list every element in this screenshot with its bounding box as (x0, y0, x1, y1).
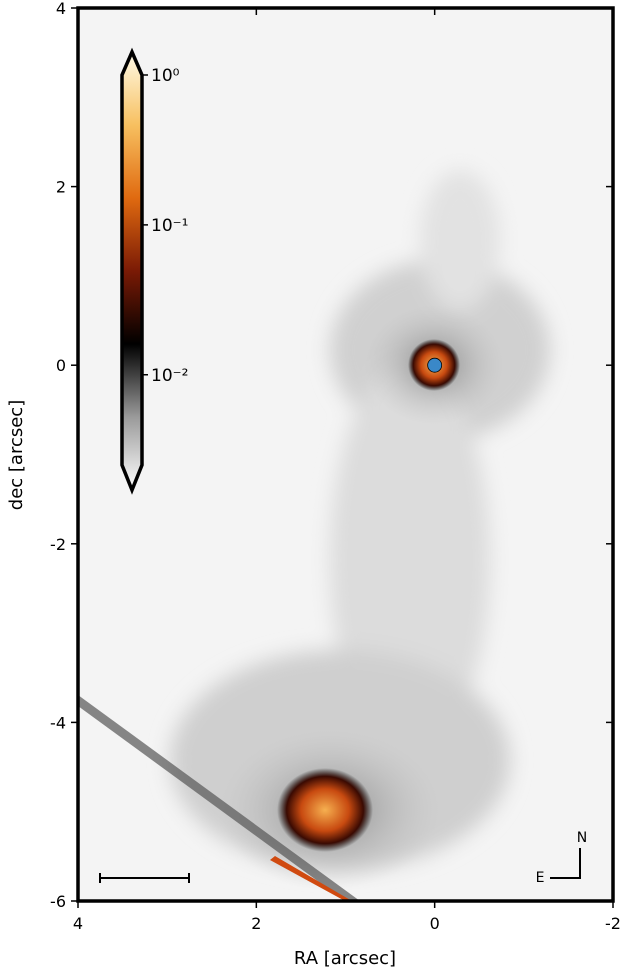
y-tick-label: -6 (50, 892, 66, 911)
y-tick-label: 0 (56, 356, 66, 375)
colorbar-tick-label: 10⁻² (151, 366, 188, 386)
compass-north: N (577, 830, 587, 846)
x-tick-label: 2 (251, 914, 261, 933)
x-axis-label: RA [arcsec] (294, 948, 396, 969)
y-tick-label: -4 (50, 713, 66, 732)
y-tick-label: 4 (56, 0, 66, 18)
image (78, 8, 613, 901)
colorbar (120, 47, 144, 495)
colorbar-tick-label: 10⁰ (151, 66, 180, 86)
compass-arrows (550, 848, 581, 879)
axes: 4 2 0 -2 -6 -4 -2 0 2 4 (50, 0, 621, 933)
y-axis-label: dec [arcsec] (6, 400, 27, 510)
compass-east: E (536, 870, 545, 886)
y-tick-label: 2 (56, 178, 66, 197)
x-tick-label: -2 (605, 914, 621, 933)
edge-stripe-bright (270, 856, 352, 901)
colorbar-tick-label: 10⁻¹ (151, 216, 188, 236)
x-tick-label: 0 (430, 914, 440, 933)
plot-frame (76, 6, 615, 903)
companion-core (277, 768, 373, 852)
star-marker (427, 357, 443, 373)
x-tick-label: 4 (73, 914, 83, 933)
y-tick-label: -2 (50, 535, 66, 554)
edge-stripe (78, 695, 360, 901)
